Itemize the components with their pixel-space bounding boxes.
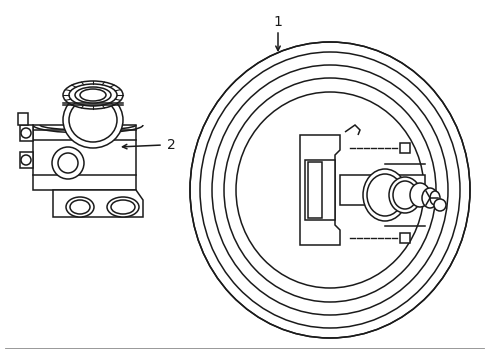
Text: 1: 1 <box>273 15 282 29</box>
Bar <box>20 125 33 141</box>
Ellipse shape <box>75 87 111 103</box>
Ellipse shape <box>421 188 437 208</box>
Ellipse shape <box>409 183 429 207</box>
Ellipse shape <box>362 169 406 221</box>
Ellipse shape <box>190 42 469 338</box>
Bar <box>399 233 409 243</box>
Ellipse shape <box>63 81 123 109</box>
Bar <box>18 113 28 125</box>
Text: 2: 2 <box>166 138 175 152</box>
Polygon shape <box>33 125 136 190</box>
Ellipse shape <box>66 197 94 217</box>
Polygon shape <box>299 135 339 245</box>
Polygon shape <box>53 190 142 217</box>
Ellipse shape <box>429 191 439 205</box>
Bar <box>305 160 334 220</box>
Ellipse shape <box>107 197 139 217</box>
Bar <box>399 143 409 153</box>
Circle shape <box>433 199 445 211</box>
Bar <box>339 175 424 205</box>
Circle shape <box>21 128 31 138</box>
Ellipse shape <box>63 92 123 148</box>
Circle shape <box>52 147 84 179</box>
Circle shape <box>21 155 31 165</box>
Ellipse shape <box>388 177 420 213</box>
Bar <box>20 152 33 168</box>
